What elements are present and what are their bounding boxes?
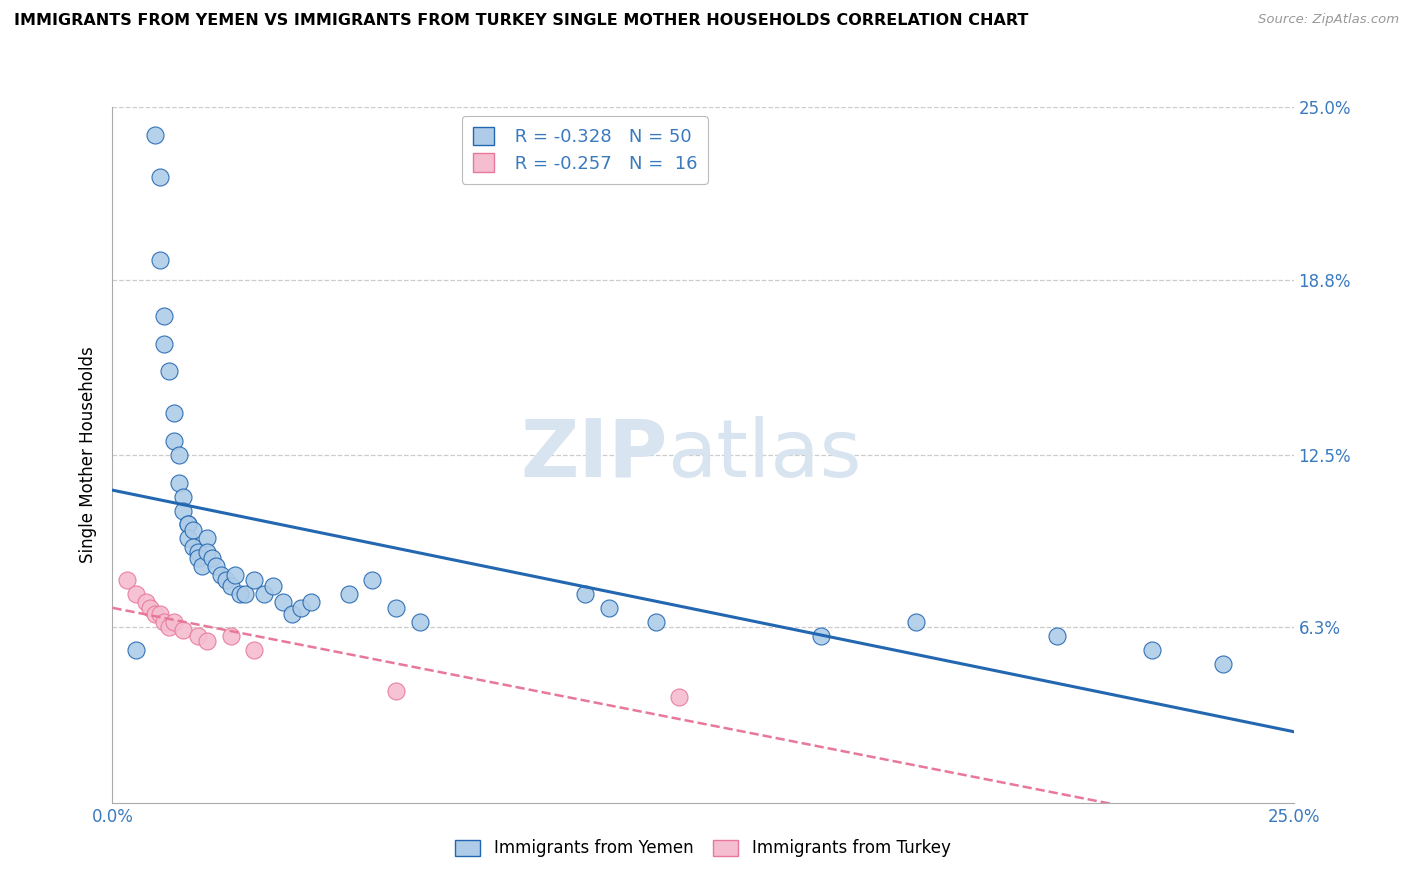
Point	[224, 567, 246, 582]
Point	[191, 559, 214, 574]
Point	[157, 364, 180, 378]
Point	[243, 573, 266, 587]
Text: atlas: atlas	[668, 416, 862, 494]
Text: IMMIGRANTS FROM YEMEN VS IMMIGRANTS FROM TURKEY SINGLE MOTHER HOUSEHOLDS CORRELA: IMMIGRANTS FROM YEMEN VS IMMIGRANTS FROM…	[14, 13, 1028, 29]
Point	[810, 629, 832, 643]
Point	[149, 169, 172, 184]
Point	[186, 550, 208, 565]
Point	[408, 615, 430, 629]
Point	[598, 601, 620, 615]
Text: ZIP: ZIP	[520, 416, 668, 494]
Point	[177, 532, 200, 546]
Point	[157, 620, 180, 634]
Point	[644, 615, 666, 629]
Point	[177, 517, 200, 532]
Point	[1046, 629, 1069, 643]
Point	[181, 523, 204, 537]
Point	[149, 607, 172, 621]
Point	[135, 595, 157, 609]
Point	[143, 128, 166, 142]
Point	[1212, 657, 1234, 671]
Point	[337, 587, 360, 601]
Point	[262, 579, 284, 593]
Point	[253, 587, 276, 601]
Y-axis label: Single Mother Households: Single Mother Households	[79, 347, 97, 563]
Point	[195, 634, 218, 648]
Point	[163, 406, 186, 420]
Point	[172, 624, 194, 638]
Point	[143, 607, 166, 621]
Point	[281, 607, 304, 621]
Point	[205, 559, 228, 574]
Point	[243, 642, 266, 657]
Point	[163, 615, 186, 629]
Point	[361, 573, 384, 587]
Point	[172, 503, 194, 517]
Point	[139, 601, 162, 615]
Legend: Immigrants from Yemen, Immigrants from Turkey: Immigrants from Yemen, Immigrants from T…	[449, 833, 957, 864]
Point	[186, 545, 208, 559]
Point	[201, 550, 224, 565]
Point	[195, 532, 218, 546]
Point	[195, 545, 218, 559]
Point	[233, 587, 256, 601]
Point	[209, 567, 232, 582]
Point	[153, 336, 176, 351]
Point	[219, 579, 242, 593]
Point	[290, 601, 312, 615]
Point	[115, 573, 138, 587]
Point	[153, 615, 176, 629]
Point	[163, 434, 186, 448]
Point	[167, 475, 190, 490]
Point	[172, 490, 194, 504]
Point	[385, 601, 408, 615]
Point	[668, 690, 690, 704]
Point	[149, 253, 172, 268]
Point	[167, 448, 190, 462]
Point	[153, 309, 176, 323]
Point	[1140, 642, 1163, 657]
Text: Source: ZipAtlas.com: Source: ZipAtlas.com	[1258, 13, 1399, 27]
Point	[271, 595, 294, 609]
Point	[177, 517, 200, 532]
Point	[125, 587, 148, 601]
Point	[219, 629, 242, 643]
Point	[299, 595, 322, 609]
Point	[181, 540, 204, 554]
Point	[186, 629, 208, 643]
Point	[904, 615, 927, 629]
Point	[215, 573, 238, 587]
Point	[574, 587, 596, 601]
Point	[125, 642, 148, 657]
Point	[385, 684, 408, 698]
Point	[229, 587, 252, 601]
